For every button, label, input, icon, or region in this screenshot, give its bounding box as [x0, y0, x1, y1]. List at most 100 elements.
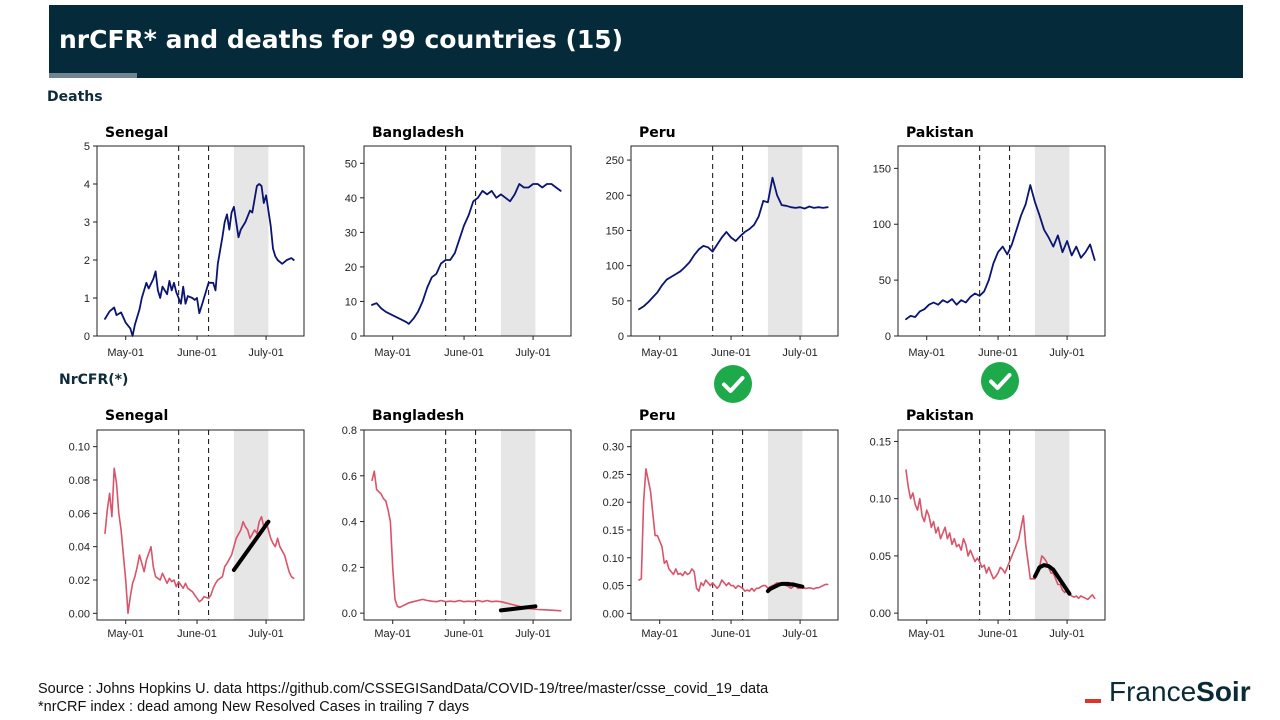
deaths-bangladesh-x-tick-label: May-01: [374, 347, 411, 359]
nrcfr-peru-panel: Peru 0.00 0.05 0.10 0.15 0.20 0.25 0.30 May-01 Ju…: [603, 408, 839, 640]
deaths-pakistan-frame: [897, 145, 1106, 337]
deaths-senegal-panel: Senegal 0 1 2 3 4 5 May-01 June-01 July-01: [84, 125, 305, 359]
nrcfr-pakistan-y-tick-label: 0.15: [870, 436, 891, 448]
source-note: Source : Johns Hopkins U. data https://g…: [38, 681, 769, 697]
deaths-peru-x-tick-label: May-01: [641, 347, 678, 359]
nrcfr-peru-frame: [630, 429, 839, 621]
deaths-bangladesh-y-tick-label: 0: [351, 331, 357, 343]
deaths-pakistan-title: Pakistan: [906, 125, 974, 141]
deaths-bangladesh-y-tick-label: 10: [345, 296, 357, 308]
logo-text-soir: Soir: [1196, 676, 1251, 707]
nrcfr-bangladesh-y-tick-label: 0.6: [342, 471, 357, 483]
nrcfr-senegal-x-tick-label: May-01: [107, 628, 144, 640]
deaths-peru-shaded-window: [767, 146, 803, 336]
deaths-senegal-y-tick-label: 1: [84, 293, 90, 305]
deaths-bangladesh-y-tick-label: 30: [345, 227, 357, 239]
deaths-pakistan-data-line: [905, 184, 1096, 321]
deaths-peru-title: Peru: [639, 125, 676, 141]
header-accent-bar: [49, 73, 137, 78]
deaths-bangladesh-shaded-window: [500, 146, 536, 336]
nrcfr-peru-x-tick-label: July-01: [782, 628, 817, 640]
pakistan-check-icon: [981, 362, 1019, 400]
logo-text-france: France: [1109, 676, 1197, 707]
nrcfr-peru-y-tick-label: 0.20: [603, 497, 624, 509]
deaths-pakistan-shaded-window: [1034, 146, 1070, 336]
nrcfr-bangladesh-panel: Bangladesh 0.0 0.2 0.4 0.6 0.8 May-01 June-01 Ju…: [342, 408, 572, 640]
deaths-bangladesh-y-tick-label: 20: [345, 262, 357, 274]
nrcfr-peru-y-tick-label: 0.15: [603, 525, 624, 537]
nrcfr-senegal-y-tick-label: 0.04: [69, 542, 90, 554]
nrcfr-senegal-x-tick-label: June-01: [177, 628, 217, 640]
nrcfr-peru-y-tick-label: 0.30: [603, 442, 624, 454]
nrcfr-section-label: NrCFR(*): [59, 372, 129, 388]
deaths-bangladesh-y-tick-label: 40: [345, 193, 357, 205]
deaths-pakistan-x-tick-label: June-01: [978, 347, 1018, 359]
deaths-peru-y-tick-label: 200: [606, 190, 624, 202]
deaths-pakistan-y-tick-label: 0: [885, 331, 891, 343]
nrcfr-senegal-title: Senegal: [105, 408, 168, 424]
nrcfr-peru-y-tick-label: 0.05: [603, 581, 624, 593]
nrcfr-senegal-frame: [96, 429, 305, 621]
nrcfr-bangladesh-y-tick-label: 0.4: [342, 517, 357, 529]
deaths-peru-y-tick-label: 100: [606, 261, 624, 273]
nrcfr-peru-y-tick-label: 0.10: [603, 553, 624, 565]
nrcfr-bangladesh-x-tick-label: June-01: [444, 628, 484, 640]
deaths-senegal-title: Senegal: [105, 125, 168, 141]
deaths-peru-y-tick-label: 150: [606, 225, 624, 237]
nrcfr-pakistan-y-tick-label: 0.05: [870, 551, 891, 563]
nrcfr-pakistan-x-tick-label: June-01: [978, 628, 1018, 640]
deaths-peru-y-tick-label: 0: [618, 331, 624, 343]
nrcfr-pakistan-trend-line: [1032, 563, 1072, 596]
deaths-senegal-data-line: [104, 183, 295, 337]
deaths-bangladesh-panel: Bangladesh 0 10 20 30 40 50 May-01 June-01 July-0…: [345, 125, 572, 359]
nrcfr-peru-x-tick-label: May-01: [641, 628, 678, 640]
deaths-senegal-x-tick-label: June-01: [177, 347, 217, 359]
nrcfr-senegal-y-tick-label: 0.00: [69, 608, 90, 620]
nrcfr-pakistan-x-tick-label: July-01: [1049, 628, 1084, 640]
deaths-peru-panel: Peru 0 50 100 150 200 250 May-01 June-01 July-01: [606, 125, 839, 359]
francesoir-logo: FranceSoir: [1085, 676, 1251, 708]
nrcfr-bangladesh-y-tick-label: 0.2: [342, 562, 357, 574]
nrcfr-bangladesh-x-tick-label: May-01: [374, 628, 411, 640]
nrcfr-pakistan-frame: [897, 429, 1106, 621]
deaths-senegal-x-tick-label: May-01: [107, 347, 144, 359]
deaths-bangladesh-y-tick-label: 50: [345, 158, 357, 170]
nrcfr-pakistan-x-tick-label: May-01: [908, 628, 945, 640]
nrcfr-senegal-y-tick-label: 0.10: [69, 442, 90, 454]
deaths-peru-y-tick-label: 50: [612, 296, 624, 308]
deaths-peru-y-tick-label: 250: [606, 155, 624, 167]
nrcfr-senegal-y-tick-label: 0.06: [69, 508, 90, 520]
deaths-senegal-frame: [96, 145, 305, 337]
deaths-senegal-y-tick-label: 2: [84, 255, 90, 267]
deaths-bangladesh-x-tick-label: July-01: [515, 347, 550, 359]
nrcfr-bangladesh-trend-line: [498, 604, 538, 613]
nrcfr-bangladesh-y-tick-label: 0.8: [342, 425, 357, 437]
page-title: nrCFR* and deaths for 99 countries (15): [59, 25, 624, 54]
nrcfr-peru-title: Peru: [639, 408, 676, 424]
deaths-senegal-shaded-window: [233, 146, 269, 336]
nrcfr-senegal-panel: Senegal 0.00 0.02 0.04 0.06 0.08 0.10 May-01 Jun…: [69, 408, 305, 640]
nrcfr-peru-shaded-window: [767, 430, 803, 620]
nrcfr-pakistan-y-tick-label: 0.10: [870, 494, 891, 506]
deaths-senegal-y-tick-label: 3: [84, 217, 90, 229]
nrcfr-pakistan-panel: Pakistan 0.00 0.05 0.10 0.15 May-01 June-01 Jul…: [870, 408, 1106, 640]
deaths-bangladesh-data-line: [371, 183, 562, 325]
nrcfr-peru-trend-line: [765, 581, 805, 594]
nrcfr-peru-x-tick-label: June-01: [711, 628, 751, 640]
deaths-pakistan-y-tick-label: 50: [879, 275, 891, 287]
deaths-pakistan-y-tick-label: 100: [873, 219, 891, 231]
deaths-senegal-y-tick-label: 4: [84, 179, 90, 191]
deaths-pakistan-panel: Pakistan 0 50 100 150 May-01 June-01 July-01: [873, 125, 1106, 359]
deaths-pakistan-x-tick-label: May-01: [908, 347, 945, 359]
deaths-pakistan-x-tick-label: July-01: [1049, 347, 1084, 359]
peru-check-icon: [714, 365, 752, 403]
nrcfr-bangladesh-title: Bangladesh: [372, 408, 464, 424]
nrcfr-pakistan-data-line: [905, 469, 1096, 601]
deaths-senegal-x-tick-label: July-01: [248, 347, 283, 359]
deaths-pakistan-y-tick-label: 150: [873, 163, 891, 175]
nrcfr-peru-y-tick-label: 0.00: [603, 608, 624, 620]
nrcfr-pakistan-title: Pakistan: [906, 408, 974, 424]
nrcfr-bangladesh-shaded-window: [500, 430, 536, 620]
deaths-peru-frame: [630, 145, 839, 337]
